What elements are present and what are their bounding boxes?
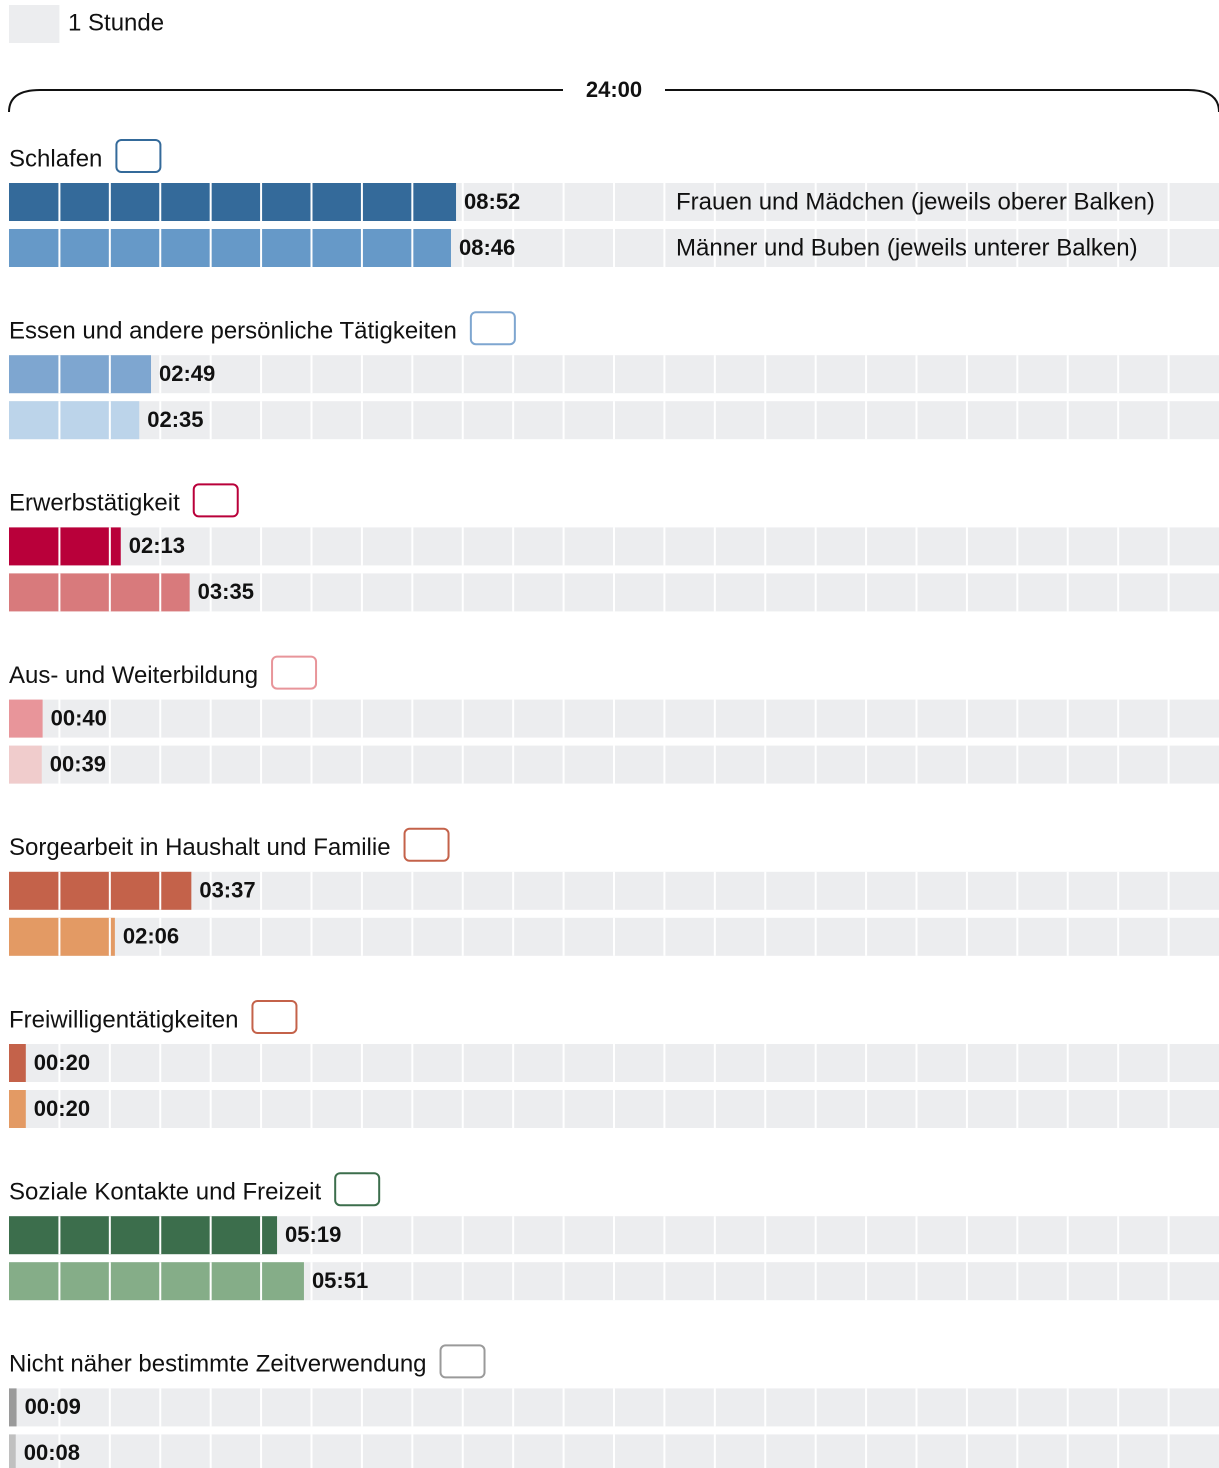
value-label: 03:37: [199, 878, 255, 903]
value-label: 05:19: [285, 1222, 341, 1247]
unit-label: 1 Stunde: [68, 9, 164, 36]
value-label: 00:20: [34, 1096, 90, 1121]
bar: [9, 871, 192, 910]
bar: [9, 401, 140, 440]
category-icon: [192, 483, 239, 518]
category-icon: [403, 827, 450, 862]
bar: [9, 1216, 278, 1255]
span-label: 24:00: [586, 77, 642, 102]
category-icon: [439, 1344, 486, 1379]
bar: [9, 1388, 17, 1427]
value-label: 08:46: [459, 235, 515, 260]
value-label: 08:52: [464, 189, 520, 214]
bar: [9, 1090, 26, 1128]
unit-swatch: [9, 5, 60, 43]
bar: [9, 229, 451, 267]
value-label: 00:20: [34, 1050, 90, 1075]
bar: [9, 917, 115, 956]
category-label: Freiwilligentätigkeiten: [9, 1006, 238, 1033]
legend-entry: Frauen und Mädchen (jeweils oberer Balke…: [676, 188, 1155, 215]
value-label: 02:06: [123, 924, 179, 949]
category-label: Soziale Kontakte und Freizeit: [9, 1179, 322, 1206]
value-label: 00:40: [51, 705, 107, 730]
category-label: Nicht näher bestimmte Zeitverwendung: [9, 1351, 427, 1378]
bar: [9, 699, 43, 738]
bar: [9, 1434, 16, 1468]
bar: [9, 1044, 26, 1082]
bar: [9, 527, 121, 566]
value-label: 00:08: [24, 1440, 80, 1465]
legend-entry: Männer und Buben (jeweils unterer Balken…: [676, 234, 1138, 261]
category-icon: [271, 655, 318, 690]
value-label: 02:49: [159, 361, 215, 386]
category-label: Erwerbstätigkeit: [9, 490, 180, 517]
bar: [9, 745, 42, 784]
bar: [9, 355, 152, 394]
category-icon: [334, 1172, 381, 1207]
value-label: 05:51: [312, 1268, 368, 1293]
category-icon: [115, 139, 162, 173]
value-label: 03:35: [198, 579, 254, 604]
category-icon: [251, 1000, 298, 1034]
bar: [9, 573, 190, 612]
category-label: Sorgearbeit in Haushalt und Familie: [9, 834, 391, 861]
value-label: 00:09: [25, 1394, 81, 1419]
category-label: Aus- und Weiterbildung: [9, 662, 258, 689]
category-label: Schlafen: [9, 145, 102, 172]
category-label: Essen und andere persönliche Tätigkeiten: [9, 318, 457, 345]
category-icon: [469, 311, 516, 346]
value-label: 02:13: [129, 533, 185, 558]
value-label: 02:35: [147, 407, 203, 432]
bar: [9, 183, 457, 221]
value-label: 00:39: [50, 751, 106, 776]
bar: [9, 1262, 304, 1301]
